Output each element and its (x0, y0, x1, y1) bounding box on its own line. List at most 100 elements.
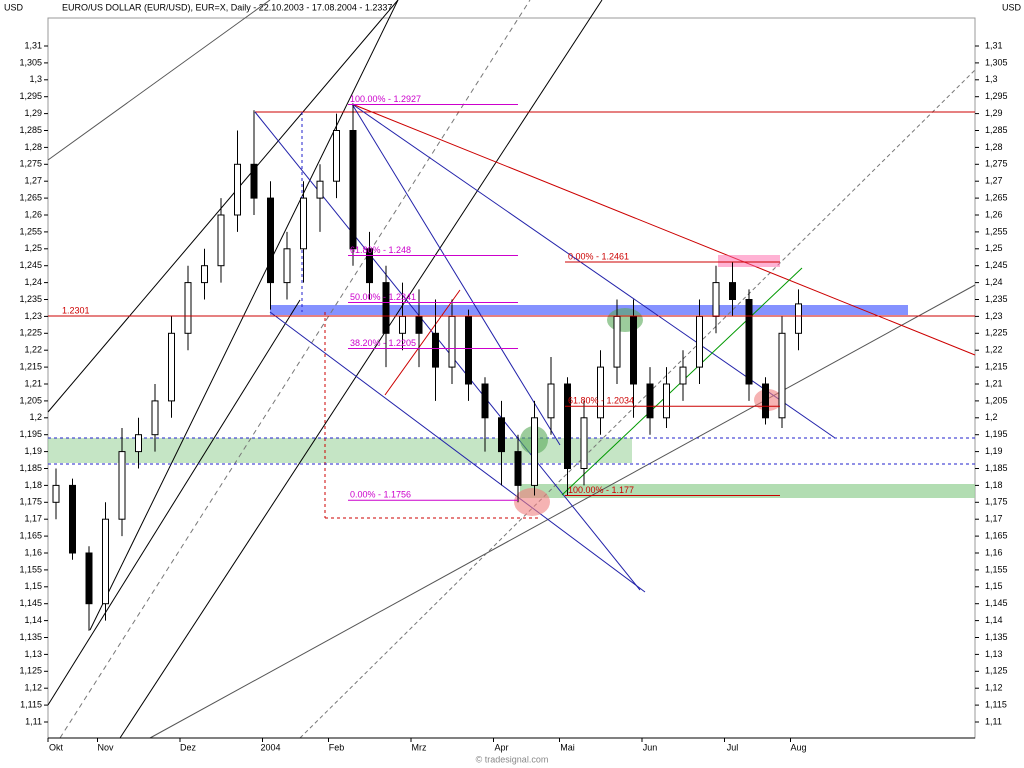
candle-body (564, 383, 571, 469)
candle-body (382, 282, 390, 334)
candle-body (613, 315, 621, 368)
candle-body (201, 265, 208, 284)
candle-body (102, 518, 109, 605)
annotation-label: 38.20% - 1.2205 (350, 338, 416, 348)
candle-body (547, 383, 555, 419)
x-tick-label: Apr (494, 742, 508, 752)
y-tick-label: 1,17 (985, 514, 1003, 524)
annotation-label: 100.00% - 1.2927 (350, 94, 421, 104)
candle-body (217, 214, 225, 267)
y-tick-label: 1,29 (985, 108, 1003, 118)
y-tick-label: 1,31 (985, 40, 1003, 50)
trend-line (47, 0, 271, 161)
trend-line (351, 103, 561, 446)
y-tick-label: 1,16 (985, 547, 1003, 557)
candle-body (580, 417, 588, 469)
y-tick-label: 1,13 (985, 649, 1003, 659)
candle-body (646, 383, 654, 419)
y-tick-label: 1,21 (24, 378, 42, 388)
y-tick-label: 1,155 (985, 564, 1008, 574)
y-tick-label: 1,17 (24, 514, 42, 524)
y-tick-label: 1,295 (19, 91, 42, 101)
candle-body (432, 332, 439, 368)
candle-body (118, 451, 126, 520)
y-tick-label: 1,22 (985, 345, 1003, 355)
y-tick-label: 1,225 (985, 328, 1008, 338)
candle-body (300, 197, 307, 250)
trend-line (59, 0, 531, 739)
candle-body (729, 282, 736, 301)
x-tick-label: Nov (97, 742, 114, 752)
trend-line (299, 69, 976, 739)
candle-body (85, 552, 93, 605)
x-tick-label: Dez (180, 742, 197, 752)
y-tick-label: 1,305 (19, 57, 42, 67)
annotation-label: 0.00% - 1.1756 (350, 490, 411, 500)
y-tick-label: 1,305 (985, 57, 1008, 67)
annotation-label: 100.00% - 1.177 (568, 485, 634, 495)
y-label-right: USD (1002, 2, 1022, 12)
candle-body (679, 366, 687, 385)
highlight (607, 308, 643, 332)
y-tick-label: 1,165 (985, 530, 1008, 540)
candle-body (663, 383, 670, 419)
y-tick-label: 1,18 (24, 480, 42, 490)
y-tick-label: 1,27 (985, 176, 1003, 186)
x-tick-label: Mai (560, 742, 575, 752)
annotation-label: 0.00% - 1.2461 (568, 251, 629, 261)
candle-body (234, 163, 241, 216)
y-tick-label: 1,28 (985, 142, 1003, 152)
trend-line (89, 0, 399, 631)
y-tick-label: 1,11 (985, 716, 1002, 726)
y-tick-label: 1,29 (24, 108, 42, 118)
y-tick-label: 1,275 (19, 159, 42, 169)
candle-body (696, 315, 703, 368)
y-tick-label: 1,125 (19, 666, 42, 676)
y-tick-label: 1,255 (985, 226, 1008, 236)
y-tick-label: 1,19 (985, 446, 1003, 456)
y-tick-label: 1,185 (19, 463, 42, 473)
candle-body (283, 248, 291, 284)
y-tick-label: 1,145 (985, 598, 1008, 608)
highlight (514, 488, 550, 516)
x-tick-label: Aug (790, 742, 806, 752)
candle-body (349, 130, 357, 250)
y-tick-label: 1,195 (985, 429, 1008, 439)
plot-area (47, 17, 976, 739)
y-tick-label: 1,235 (19, 294, 42, 304)
y-tick-label: 1,215 (19, 361, 42, 371)
y-tick-label: 1,235 (985, 294, 1008, 304)
candle-body (316, 180, 324, 199)
candle-body (762, 383, 769, 419)
y-tick-label: 1,25 (24, 243, 42, 253)
y-tick-label: 1,16 (24, 547, 42, 557)
annotation-label: 1.2301 (62, 305, 90, 315)
y-tick-label: 1,11 (25, 716, 42, 726)
y-tick-label: 1,275 (985, 159, 1008, 169)
trend-line (47, 299, 301, 706)
y-tick-label: 1,205 (19, 395, 42, 405)
resistance-zone (270, 305, 908, 315)
y-tick-label: 1,15 (24, 581, 42, 591)
y-tick-label: 1,265 (19, 192, 42, 202)
y-tick-label: 1,12 (985, 683, 1003, 693)
y-tick-label: 1,19 (24, 446, 42, 456)
candle-body (135, 434, 142, 453)
y-tick-label: 1,225 (19, 328, 42, 338)
y-tick-label: 1,2 (29, 412, 42, 422)
candle-body (69, 484, 76, 554)
y-tick-label: 1,145 (19, 598, 42, 608)
candle-body (630, 315, 637, 385)
candle-body (168, 332, 175, 402)
support-zone (520, 484, 975, 498)
y-tick-label: 1,21 (985, 378, 1003, 388)
candle-body (250, 163, 258, 199)
candle-body (366, 248, 373, 284)
y-tick-label: 1,115 (985, 699, 1007, 709)
x-tick-label: Feb (329, 742, 345, 752)
candle-body (745, 299, 753, 385)
x-tick-label: Jun (643, 742, 658, 752)
trend-line (351, 103, 836, 439)
y-tick-label: 1,2 (985, 412, 998, 422)
